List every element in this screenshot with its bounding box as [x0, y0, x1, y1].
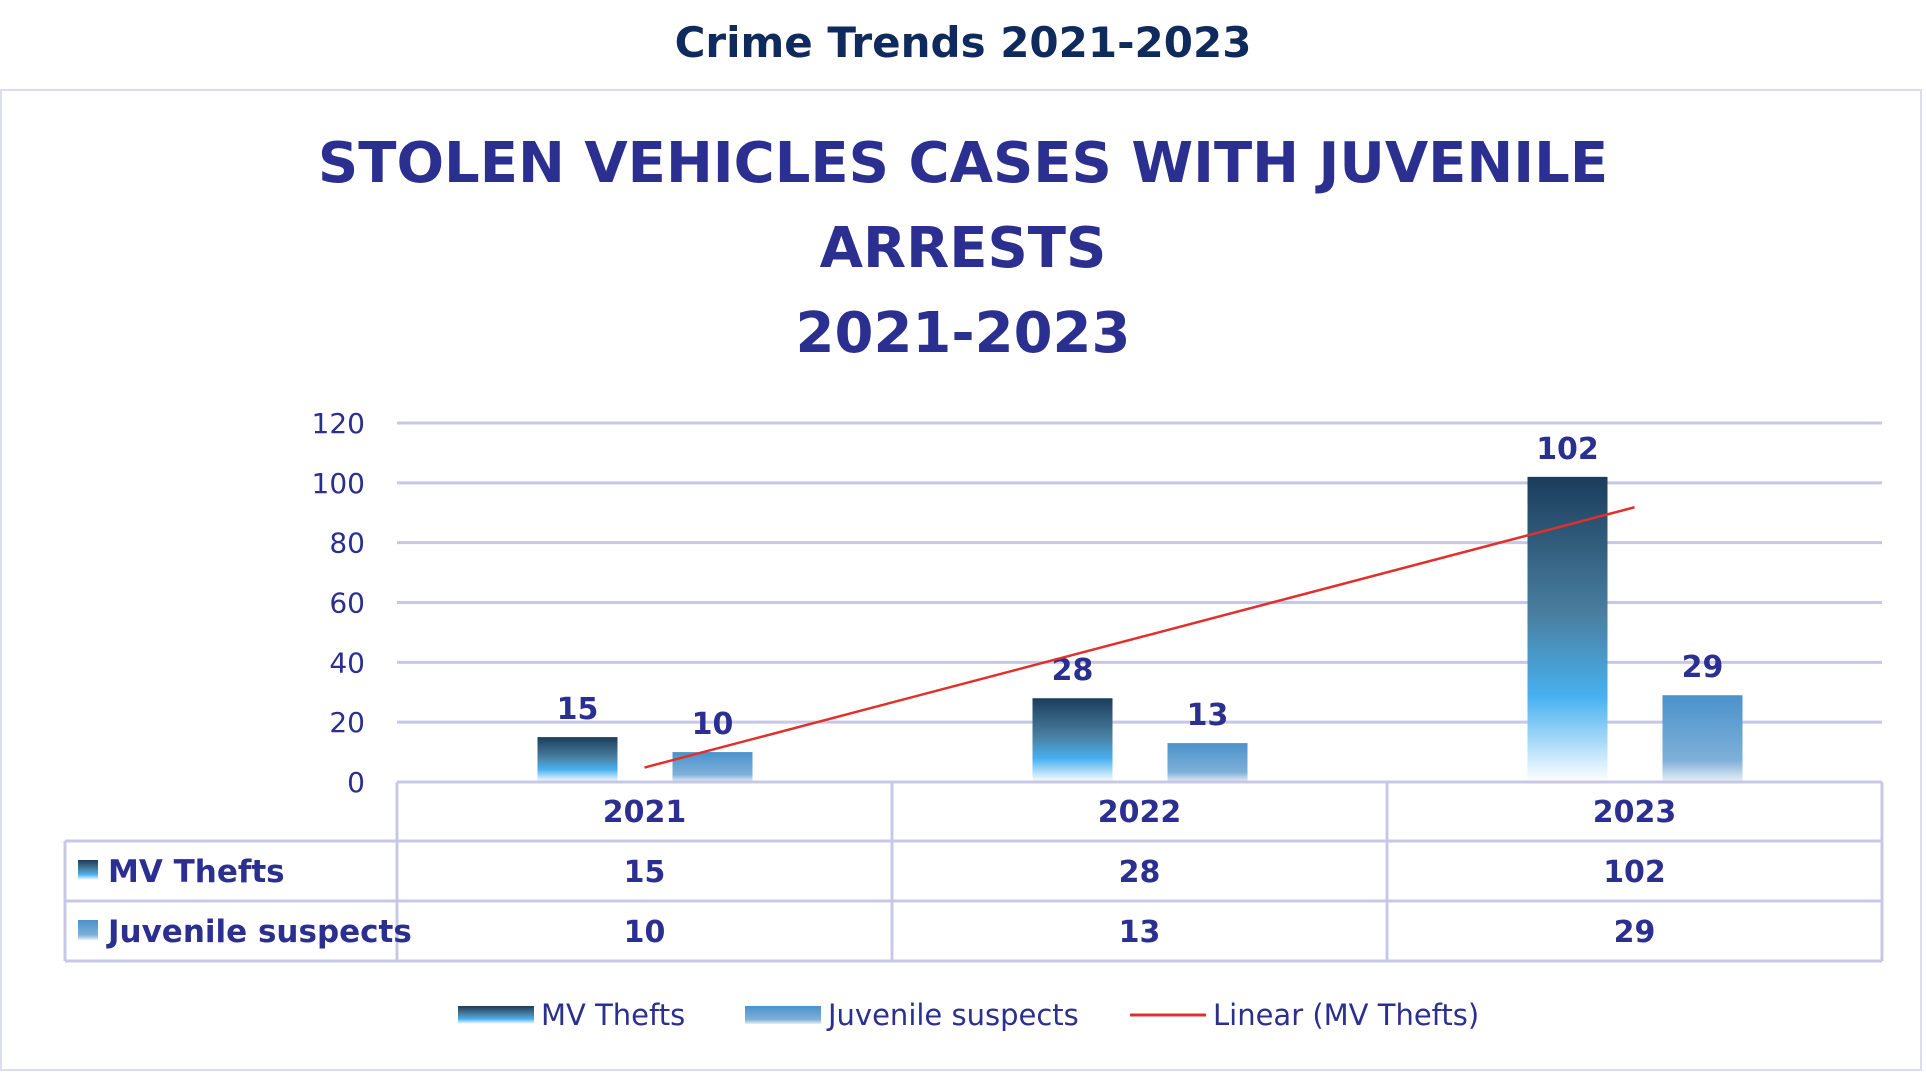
table-cell: 15 — [624, 855, 666, 890]
bar-mv-thefts — [537, 737, 618, 782]
y-tick-label: 80 — [329, 527, 365, 560]
table-cell: 13 — [1119, 915, 1161, 950]
data-label: 29 — [1682, 650, 1724, 685]
data-label: 102 — [1536, 432, 1599, 467]
legend-label: MV Thefts — [541, 998, 685, 1032]
page-title: Crime Trends 2021-2023 — [674, 18, 1252, 67]
bar-mv-thefts — [1032, 698, 1113, 782]
y-tick-label: 120 — [312, 407, 365, 440]
table-cell: 28 — [1119, 855, 1161, 890]
table-cell: 102 — [1603, 855, 1666, 890]
bar-juvenile-suspects — [1662, 695, 1743, 782]
category-label: 2021 — [603, 795, 687, 830]
data-label: 13 — [1187, 698, 1229, 733]
bar-mv-thefts — [1527, 476, 1608, 782]
table-series-name: MV Thefts — [108, 854, 285, 890]
chart-title-line: STOLEN VEHICLES CASES WITH JUVENILE — [318, 131, 1608, 196]
table-series-name: Juvenile suspects — [106, 914, 412, 950]
table-cell: 29 — [1614, 915, 1656, 950]
legend-key-juvenile-suspects — [745, 1006, 821, 1024]
category-label: 2023 — [1593, 795, 1677, 830]
table-legend-key — [78, 920, 98, 940]
chart-frame — [0, 89, 1922, 1071]
table-legend-key — [78, 860, 98, 880]
table-cell: 10 — [624, 915, 666, 950]
trendline — [644, 506, 1635, 769]
data-label: 15 — [557, 692, 599, 727]
y-tick-label: 20 — [329, 706, 365, 739]
y-tick-label: 40 — [329, 646, 365, 679]
bar-juvenile-suspects — [1167, 743, 1248, 782]
chart-title-line: ARRESTS — [820, 216, 1107, 281]
y-tick-label: 60 — [329, 587, 365, 620]
data-label: 10 — [692, 707, 734, 742]
legend-key-mv-thefts — [458, 1006, 534, 1024]
legend-label: Juvenile suspects — [826, 998, 1079, 1032]
category-label: 2022 — [1098, 795, 1182, 830]
y-tick-label: 0 — [347, 766, 365, 799]
legend-label: Linear (MV Thefts) — [1213, 998, 1479, 1032]
chart-title-line: 2021-2023 — [796, 301, 1131, 366]
y-tick-label: 100 — [312, 467, 365, 500]
